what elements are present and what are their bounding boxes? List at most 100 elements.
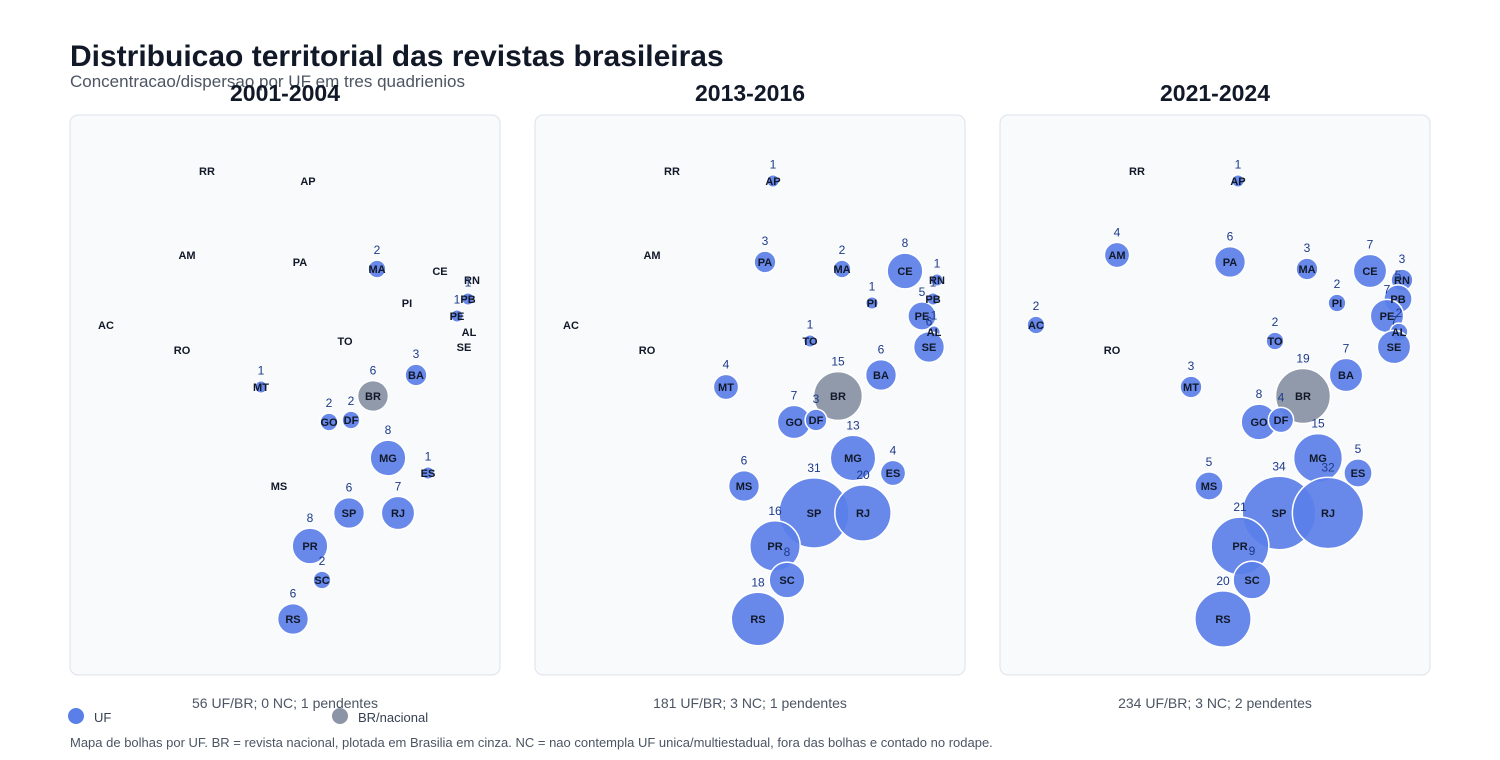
- uf-label-mg: MG: [379, 453, 397, 465]
- legend-marker: [332, 708, 348, 724]
- bubble-sc: [1232, 560, 1272, 600]
- count-label-es: 1: [425, 450, 432, 464]
- count-label-mt: 3: [1188, 359, 1195, 373]
- uf-label-go: GO: [1250, 417, 1268, 429]
- uf-label-pr: PR: [1232, 541, 1247, 553]
- uf-label-pi: PI: [402, 298, 412, 310]
- uf-label-rs: RS: [285, 614, 300, 626]
- bubble-rs: [276, 602, 310, 636]
- uf-label-sc: SC: [779, 575, 794, 587]
- count-label-to: 1: [807, 318, 814, 332]
- uf-label-sc: SC: [314, 575, 329, 587]
- uf-label-ce: CE: [897, 266, 912, 278]
- uf-label-ms: MS: [271, 481, 288, 493]
- bubble-go: [319, 412, 339, 432]
- bubble-rs: [730, 591, 786, 647]
- uf-label-ma: MA: [833, 264, 850, 276]
- bubble-to: [1265, 331, 1285, 351]
- bubble-sp: [332, 496, 366, 530]
- panel-footer: 56 UF/BR; 0 NC; 1 pendentes: [192, 695, 378, 711]
- uf-label-pa: PA: [293, 257, 308, 269]
- bubble-pa: [753, 250, 777, 274]
- count-label-rs: 20: [1216, 574, 1230, 588]
- uf-label-se: SE: [457, 342, 472, 354]
- count-label-br: 6: [370, 364, 377, 378]
- legend-label: BR/nacional: [358, 710, 428, 725]
- legend-label: UF: [94, 710, 111, 725]
- chart-title: Distribuicao territorial das revistas br…: [70, 40, 724, 73]
- uf-label-pi: PI: [867, 298, 877, 310]
- uf-label-ro: RO: [1104, 345, 1121, 357]
- bubble-rj: [380, 495, 416, 531]
- uf-label-df: DF: [344, 415, 359, 427]
- count-label-mt: 1: [258, 364, 265, 378]
- count-label-al: 1: [931, 309, 938, 323]
- legend-marker: [68, 708, 84, 724]
- bubble-ap: [1230, 173, 1246, 189]
- count-label-df: 3: [813, 392, 820, 406]
- bubble-df: [804, 408, 828, 432]
- count-label-br: 19: [1296, 352, 1310, 366]
- bubble-mt: [253, 379, 269, 395]
- count-label-pi: 1: [869, 280, 876, 294]
- bubbles: [712, 173, 946, 647]
- panel-title: 2021-2024: [1160, 80, 1270, 106]
- uf-label-mg: MG: [1309, 453, 1327, 465]
- count-label-df: 4: [1278, 390, 1285, 404]
- uf-label-ma: MA: [1298, 264, 1315, 276]
- count-label-rn: 3: [1399, 252, 1406, 266]
- bubble-am: [1103, 241, 1131, 269]
- bubble-ap: [765, 173, 781, 189]
- count-label-pe: 5: [919, 285, 926, 299]
- count-label-se: 6: [926, 315, 933, 329]
- bubble-mg: [829, 434, 877, 482]
- uf-label-br: BR: [830, 391, 846, 403]
- count-label-pa: 6: [1227, 230, 1234, 244]
- count-label-ac: 2: [1033, 299, 1040, 313]
- count-label-ma: 2: [374, 243, 381, 257]
- count-label-ma: 2: [839, 243, 846, 257]
- uf-label-rr: RR: [1129, 166, 1145, 178]
- count-label-sp: 34: [1272, 459, 1286, 473]
- uf-label-es: ES: [421, 468, 436, 480]
- uf-label-ap: AP: [765, 176, 780, 188]
- count-label-sc: 2: [319, 554, 326, 568]
- count-label-mg: 15: [1311, 417, 1325, 431]
- count-label-sc: 9: [1249, 544, 1256, 558]
- bubble-mg: [369, 439, 407, 477]
- uf-label-ms: MS: [736, 481, 753, 493]
- uf-label-sp: SP: [1272, 508, 1287, 520]
- panel-background: [999, 114, 1431, 676]
- uf-label-ce: CE: [432, 266, 447, 278]
- uf-label-ac: AC: [563, 320, 579, 332]
- bubble-rn: [929, 272, 945, 288]
- panel-title: 2001-2004: [230, 80, 340, 106]
- bubble-ma: [1295, 257, 1319, 281]
- count-label-mg: 8: [385, 423, 392, 437]
- uf-label-pe: PE: [450, 311, 465, 323]
- uf-label-rj: RJ: [856, 508, 870, 520]
- count-label-ap: 1: [770, 158, 777, 172]
- uf-label-pi: PI: [1332, 298, 1342, 310]
- bubble-sc: [768, 561, 806, 599]
- count-label-br: 15: [831, 355, 845, 369]
- count-label-pb: 5: [1395, 268, 1402, 282]
- count-label-to: 2: [1272, 315, 1279, 329]
- count-label-al: 2: [1396, 306, 1403, 320]
- count-label-pr: 16: [768, 504, 782, 518]
- count-label-pi: 2: [1334, 277, 1341, 291]
- bubble-ba: [404, 363, 428, 387]
- count-label-pb: 1: [465, 276, 472, 290]
- uf-label-rs: RS: [1215, 614, 1230, 626]
- bubble-mt: [712, 373, 740, 401]
- uf-label-to: TO: [337, 336, 353, 348]
- count-label-ba: 7: [1343, 341, 1350, 355]
- bubble-rj: [834, 484, 892, 542]
- count-label-se: 7: [1391, 313, 1398, 327]
- uf-label-rn: RN: [464, 275, 480, 287]
- uf-label-sc: SC: [1244, 575, 1259, 587]
- uf-label-pr: PR: [302, 541, 317, 553]
